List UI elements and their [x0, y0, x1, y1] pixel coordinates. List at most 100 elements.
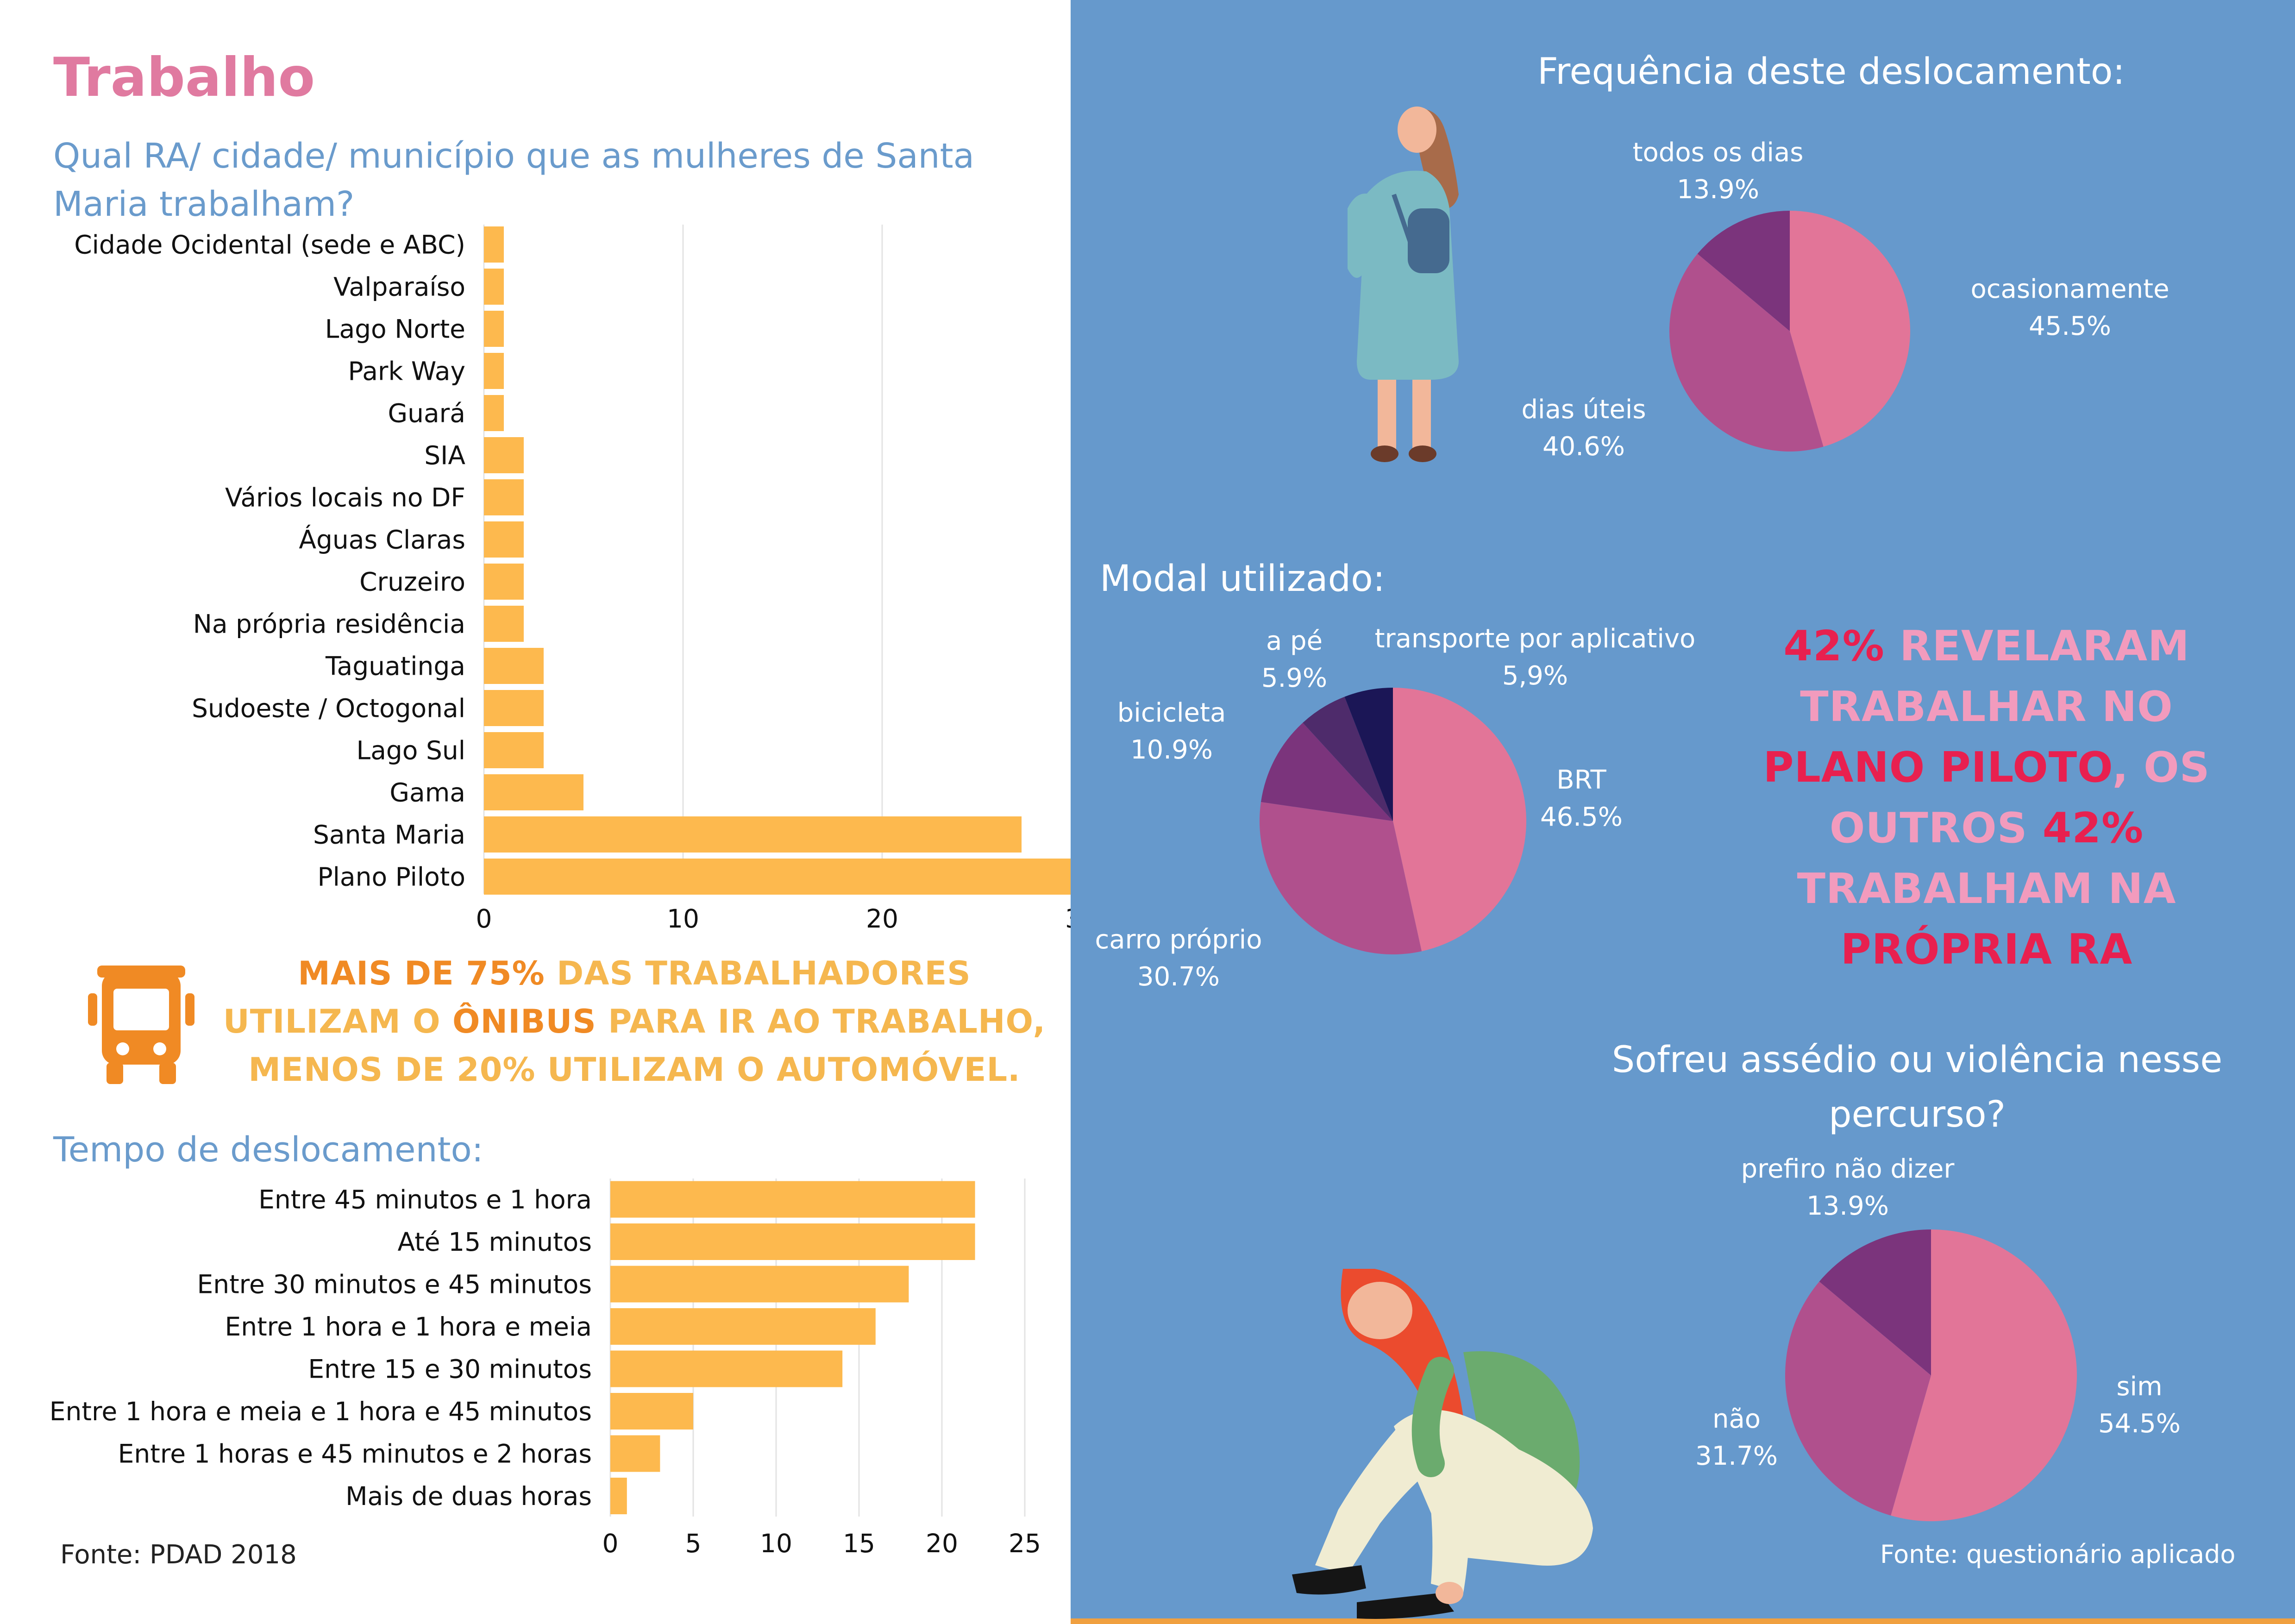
category-label: Entre 30 minutos e 45 minutos: [197, 1269, 592, 1299]
callout-text: PARA IR AO TRABALHO, MENOS DE 20% UTILIZ…: [248, 1003, 1046, 1089]
category-label: Sudoeste / Octogonal: [192, 693, 465, 723]
category-label: Lago Norte: [325, 314, 465, 344]
x-tick-label: 25: [1009, 1529, 1041, 1558]
insight-part: , OS OUTROS: [1829, 743, 2210, 853]
category-label: Até 15 minutos: [398, 1227, 592, 1257]
pie-label: BRT 46.5%: [1540, 765, 1623, 832]
pie-slice: [1669, 254, 1824, 451]
x-tick-label: 10: [667, 904, 699, 934]
category-label: Guará: [388, 398, 466, 428]
pie-label: todos os dias 13.9%: [1632, 138, 1804, 205]
bar: [484, 816, 1022, 853]
bottom-accent-strip: [1071, 1618, 2295, 1624]
category-label: Valparaíso: [333, 272, 465, 301]
category-label: Gama: [389, 778, 465, 807]
chart-modal-title: Modal utilizado:: [1100, 558, 1386, 600]
pie-label: bicicleta 10.9%: [1117, 698, 1226, 765]
woman-sitting-illustration: [1292, 1269, 1593, 1619]
category-label: Na própria residência: [193, 609, 465, 639]
bar: [484, 859, 1071, 895]
category-label: Taguatinga: [325, 651, 465, 681]
pie-label: a pé 5.9%: [1261, 626, 1328, 693]
bar: [610, 1308, 876, 1345]
chart-harassment-title: Sofreu assédio ou violência nesse percur…: [1612, 1039, 2223, 1135]
insight-highlight: 42%: [2042, 804, 2144, 853]
x-tick-label: 20: [866, 904, 898, 934]
pie-label: prefiro não dizer 13.9%: [1741, 1154, 1955, 1221]
category-label: Entre 45 minutos e 1 hora: [258, 1185, 592, 1214]
x-tick-label: 0: [476, 904, 492, 934]
x-tick-label: 30: [1065, 904, 1071, 934]
left-panel: [0, 0, 1071, 1624]
pie-slice: [1785, 1281, 1931, 1516]
x-tick-label: 20: [926, 1529, 958, 1558]
pie-slice: [1393, 688, 1526, 952]
chart-modal-pie: [1260, 688, 1526, 954]
x-tick-label: 15: [843, 1529, 875, 1558]
category-label: Mais de duas horas: [345, 1481, 592, 1511]
category-label: Lago Sul: [357, 735, 465, 765]
source-right: Fonte: questionário aplicado: [1880, 1540, 2236, 1569]
bar: [484, 521, 524, 558]
bar: [484, 648, 544, 684]
bar: [484, 395, 504, 431]
chart-workplace: Cidade Ocidental (sede e ABC) Valparaíso L…: [74, 225, 1071, 934]
callout-highlight: MAIS DE 75%: [298, 954, 545, 992]
bar: [484, 226, 504, 263]
pie-slice: [1819, 1229, 1931, 1375]
category-label: Entre 15 e 30 minutos: [308, 1354, 592, 1384]
pie-slice: [1697, 211, 1790, 331]
chart-workplace-title: Qual RA/ cidade/ município que as mulher…: [53, 136, 974, 224]
pie-label: carro próprio 30.7%: [1095, 925, 1262, 992]
bar: [484, 732, 544, 768]
bar: [610, 1435, 660, 1472]
x-tick-label: 0: [602, 1529, 619, 1558]
pie-label: não 31.7%: [1695, 1404, 1778, 1471]
chart-harassment-pie: [1785, 1229, 2077, 1521]
chart-commute-title: Tempo de deslocamento:: [53, 1130, 483, 1170]
pie-label: transporte por aplicativo 5,9%: [1374, 624, 1696, 691]
category-label: Cruzeiro: [359, 567, 465, 596]
page-title: Trabalho: [53, 46, 315, 109]
pie-label: sim 54.5%: [2098, 1372, 2181, 1439]
bar: [484, 269, 504, 305]
insight-part: REVELARAM TRABALHAR NO: [1800, 622, 2190, 731]
category-label: Entre 1 hora e 1 hora e meia: [225, 1312, 592, 1342]
insight-part: TRABALHAM NA: [1797, 865, 2176, 913]
chart-frequency-pie: [1669, 211, 1910, 451]
pie-slice: [1303, 696, 1393, 821]
category-label: Plano Piloto: [317, 862, 465, 891]
bar: [484, 690, 544, 726]
bar: [484, 311, 504, 347]
category-label: Entre 1 horas e 45 minutos e 2 horas: [118, 1439, 592, 1468]
x-tick-label: 10: [760, 1529, 792, 1558]
category-label: Vários locais no DF: [225, 483, 465, 512]
callout-text: DAS TRABALHADORES UTILIZAM O: [223, 954, 971, 1041]
bar: [610, 1478, 627, 1514]
insight-highlight: PLANO PILOTO: [1763, 743, 2113, 792]
category-label: SIA: [424, 440, 465, 470]
bar: [484, 437, 524, 473]
bar: [484, 606, 524, 642]
pie-slice: [1344, 688, 1393, 821]
pie-slice: [1260, 802, 1422, 954]
bar: [484, 774, 583, 810]
bar: [484, 479, 524, 515]
bar: [610, 1266, 909, 1303]
woman-walking-illustration: [1348, 107, 1459, 462]
bus-callout-text: MAIS DE 75% DAS TRABALHADORES UTILIZAM O…: [204, 949, 1065, 1094]
callout-highlight: ÔNIBUS: [452, 1003, 596, 1041]
x-tick-label: 5: [685, 1529, 702, 1558]
insight-highlight: PRÓPRIA RA: [1840, 925, 2133, 974]
pie-label: ocasionamente 45.5%: [1970, 274, 2170, 341]
bar: [610, 1181, 975, 1218]
bar: [610, 1223, 975, 1260]
category-label: Santa Maria: [313, 820, 465, 849]
chart-frequency-title: Frequência deste deslocamento:: [1537, 51, 2125, 93]
pie-slice: [1790, 211, 1910, 447]
category-label: Park Way: [348, 356, 465, 386]
insight-text: 42% REVELARAM TRABALHAR NO PLANO PILOTO,…: [1713, 616, 2260, 980]
category-label: Águas Claras: [299, 525, 465, 554]
chart-commute-time: Entre 45 minutos e 1 hora Até 15 minutos E…: [50, 1179, 1041, 1558]
source-left: Fonte: PDAD 2018: [60, 1540, 297, 1570]
